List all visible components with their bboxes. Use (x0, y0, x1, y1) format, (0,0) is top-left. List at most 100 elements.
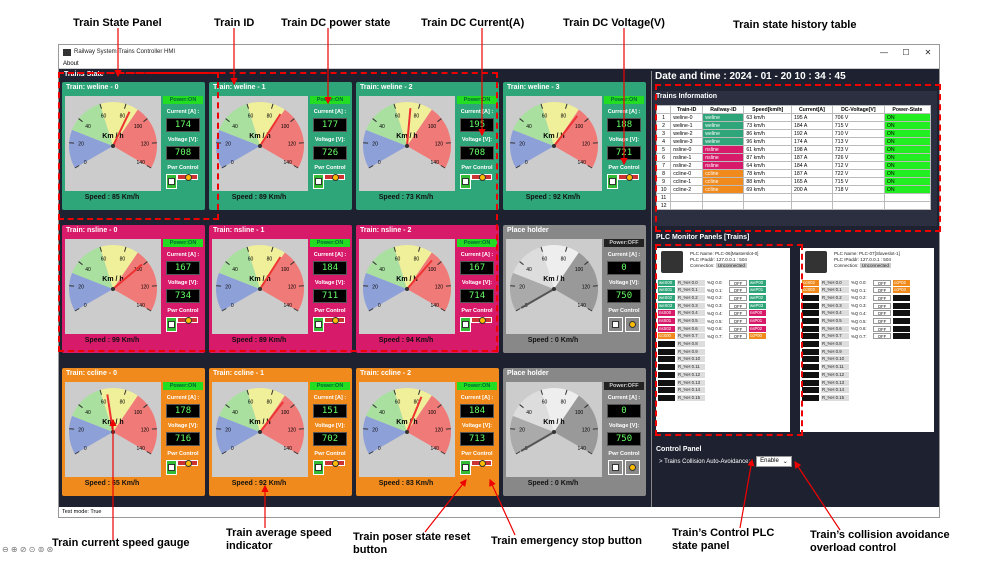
power-reset-button[interactable] (608, 460, 623, 475)
train-card: Train: ccline - 2 0 20 40 60 80 100 120 140 Km / … (356, 368, 499, 496)
power-reset-button[interactable] (460, 174, 472, 189)
emergency-stop-button[interactable] (471, 459, 492, 467)
voltage-label: Voltage [V]: (167, 280, 199, 286)
gauge-tick-label: 100 (281, 410, 290, 416)
power-reset-button[interactable] (313, 317, 325, 332)
holding-register: R_%H 0.11 (821, 364, 849, 371)
minimize-icon[interactable]: — (880, 47, 888, 57)
annotation-emergency-stop: Train emergency stop button (491, 535, 642, 547)
maximize-icon[interactable]: ☐ (902, 47, 910, 57)
hmi-window: Railway System Trains Controller HMI — ☐… (58, 44, 940, 518)
table-row[interactable]: 10 ccline-2 ccline 69 km/h 200 A 718 V ON (655, 185, 932, 194)
plc-row: R_%H 0.9 (658, 348, 788, 355)
gauge-tick-label: 140 (431, 160, 440, 166)
holding-register: R_%H 0.6 (677, 325, 705, 332)
gauge-tick-label: 0 (84, 446, 87, 452)
gauge-tick-label: 120 (141, 285, 150, 291)
emergency-stop-button[interactable] (324, 173, 345, 181)
current-display: 151 (313, 404, 347, 418)
output-tag: nsP01 (749, 318, 766, 325)
close-icon[interactable]: ✕ (924, 47, 932, 57)
plc-connection-state: Unconnected (715, 263, 747, 268)
output-tag (893, 294, 910, 301)
power-reset-button[interactable] (166, 460, 178, 475)
viewer-controls: ⊖ ⊕ ⊘ ⊙ ⊚ ⊛ (2, 545, 54, 554)
coil-value: OFF (729, 279, 747, 286)
average-speed: Speed : 73 Km/h (378, 194, 434, 201)
gauge-tick-label: 40 (379, 410, 385, 416)
power-reset-button[interactable] (166, 174, 178, 189)
current-display: 195 (460, 118, 494, 132)
plc-row: weS03 R_%H 0.3 %Q 0.3: OFF weP03 (658, 302, 788, 309)
emergency-stop-button[interactable] (471, 316, 492, 324)
emergency-stop-button[interactable] (177, 173, 198, 181)
holding-register: R_%H 0.5 (821, 318, 849, 325)
power-reset-button[interactable] (313, 460, 325, 475)
gauge-tick-label: 20 (372, 428, 378, 434)
emergency-stop-button[interactable] (625, 317, 640, 332)
gauge-tick-label: 40 (526, 267, 532, 273)
gauge-tick-label: 60 (395, 113, 401, 119)
sensor-tag (802, 310, 819, 317)
coil-label: %Q 0.3: (851, 303, 867, 309)
highlight-history-table (655, 84, 941, 232)
voltage-label: Voltage [V]: (461, 137, 493, 143)
holding-register: R_%H 0.12 (821, 371, 849, 378)
gauge-tick-label: 80 (414, 113, 420, 119)
collision-avoidance-select[interactable]: Enable ⌄ (756, 456, 792, 467)
gauge-dial: 0 20 40 60 80 100 120 140 Km / h (510, 102, 598, 169)
table-cell: 12 (655, 201, 672, 210)
pwr-control-label: Pwr Control (461, 451, 493, 457)
sensor-tag (802, 394, 819, 401)
table-row[interactable]: 12 (655, 201, 932, 210)
pwr-control-label: Pwr Control (167, 451, 199, 457)
stop-icon (629, 464, 636, 471)
menu-about[interactable]: About (63, 61, 79, 67)
emergency-stop-button[interactable] (177, 459, 198, 467)
emergency-stop-button[interactable] (471, 173, 492, 181)
power-reset-button[interactable] (460, 460, 472, 475)
table-row[interactable]: 3 weline-2 weline 86 km/h 192 A 710 V ON (655, 129, 932, 138)
gauge-unit: Km / h (396, 419, 417, 426)
gauge-needle (259, 113, 282, 147)
coil-label: %Q 0.2: (851, 295, 867, 301)
power-reset-button[interactable] (313, 174, 325, 189)
status-bar: Test mode: True (59, 507, 939, 517)
sensor-tag (658, 364, 675, 371)
stop-icon (629, 321, 636, 328)
train-id: Train: nsline - 2 (360, 227, 412, 234)
stop-icon (331, 173, 339, 181)
power-state: Power:ON (163, 96, 203, 104)
voltage-display: 726 (313, 146, 347, 160)
gauge-tick-label: 140 (137, 303, 146, 309)
table-row[interactable]: 9 ccline-1 ccline 88 km/h 165 A 715 V ON (655, 177, 932, 186)
sensor-tag (802, 325, 819, 332)
stop-icon (478, 316, 486, 324)
sensor-tag (658, 371, 675, 378)
emergency-stop-button[interactable] (324, 316, 345, 324)
power-reset-button[interactable] (607, 174, 619, 189)
emergency-stop-button[interactable] (625, 460, 640, 475)
current-display: 174 (166, 118, 200, 132)
power-reset-button[interactable] (608, 317, 623, 332)
emergency-stop-button[interactable] (618, 173, 639, 181)
output-tag: weP01 (749, 287, 766, 294)
pwr-control-label: Pwr Control (461, 308, 493, 314)
gauge-tick-label: 100 (428, 124, 437, 130)
gauge-tick-label: 60 (101, 113, 107, 119)
power-reset-button[interactable] (460, 317, 472, 332)
train-id: Train: ccline - 2 (360, 370, 411, 377)
gauge-dial: 0 20 40 60 80 100 120 140 Km / h (69, 102, 157, 169)
emergency-stop-button[interactable] (324, 459, 345, 467)
plc-row: R_%H 0.3 %Q 0.3: OFF (802, 302, 932, 309)
plc-panel: PLC Name: PLC-07[Slaveslot-1] PLC IPaddr:… (800, 248, 934, 432)
gauge-tick-label: 0 (378, 303, 381, 309)
gauge-tick-label: 20 (519, 142, 525, 148)
sensor-tag (802, 341, 819, 348)
gauge-tick-label: 60 (395, 399, 401, 405)
emergency-stop-button[interactable] (177, 316, 198, 324)
gauge-needle (259, 256, 282, 290)
power-reset-button[interactable] (166, 317, 178, 332)
plc-row: ccS00 R_%H 0.7 %Q 0.7: OFF ccP00 (658, 333, 788, 340)
